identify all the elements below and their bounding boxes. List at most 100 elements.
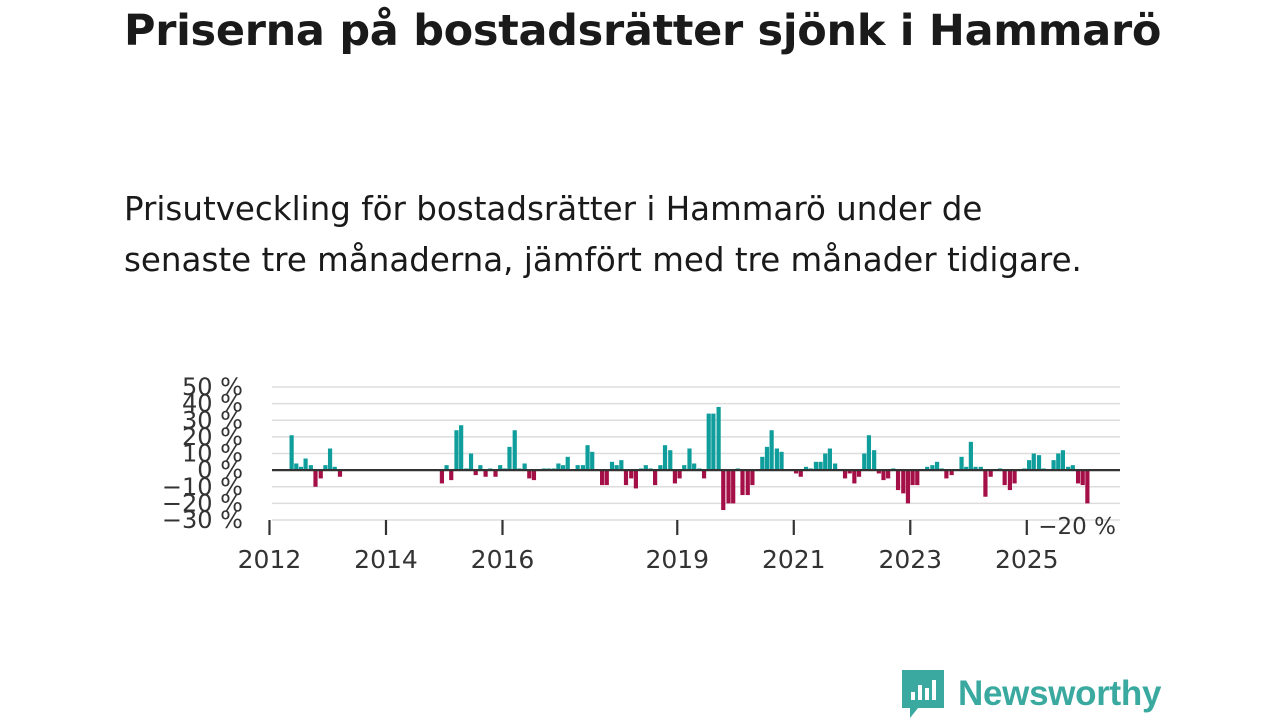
bar-positive (774, 448, 779, 471)
bar-positive (978, 466, 983, 471)
bar-positive (575, 465, 580, 471)
bar-positive (662, 445, 668, 471)
y-tick-label: 30 % (182, 406, 243, 434)
y-tick-label: 40 % (182, 390, 243, 418)
bar-negative (527, 470, 532, 479)
bar-negative (949, 470, 954, 476)
chart-title: Priserna på bostadsrätter sjönk i Hammar… (124, 6, 1162, 56)
bar-negative (672, 470, 678, 484)
bar-positive (769, 430, 774, 471)
bar-negative (653, 470, 658, 486)
bar-positive (609, 461, 615, 471)
bar-negative (1002, 470, 1007, 486)
y-tick-label: 0 % (197, 456, 243, 484)
x-tick-label: 2021 (762, 545, 826, 574)
bar-negative (886, 470, 891, 479)
bar-positive (468, 453, 474, 471)
bar-positive (619, 460, 624, 471)
bar-positive (565, 456, 570, 471)
bar-positive (1056, 453, 1061, 471)
bar-negative (726, 470, 731, 504)
bar-positive (711, 413, 716, 471)
bar-positive (973, 466, 978, 471)
bars (289, 406, 1090, 511)
bar-negative (750, 470, 755, 486)
bar-positive (522, 463, 527, 471)
chart-subtitle: Prisutveckling för bostadsrätter i Hamma… (124, 190, 1082, 279)
last-value-label: −20 % (1038, 514, 1116, 540)
bar-positive (925, 466, 930, 471)
bar-positive (289, 435, 294, 471)
bar-positive (1051, 460, 1056, 471)
bar-negative (623, 470, 629, 486)
bar-positive (303, 458, 308, 471)
y-tick-label: 10 % (182, 440, 243, 468)
bar-positive (556, 463, 561, 471)
bar-positive (498, 465, 503, 471)
bar-positive (682, 465, 687, 471)
x-tick-label: 2023 (878, 545, 942, 574)
bar-negative (881, 470, 886, 481)
bar-negative (604, 470, 609, 486)
bar-negative (1085, 470, 1090, 504)
bar-negative (905, 470, 911, 504)
bar-positive (959, 456, 964, 471)
x-tick-label: 2016 (471, 545, 535, 574)
newsworthy-logo-icon (902, 670, 944, 718)
bar-negative (910, 470, 915, 486)
bar-positive (454, 430, 459, 471)
bar-negative (988, 470, 993, 477)
bar-positive (833, 463, 838, 471)
bar-positive (294, 463, 299, 471)
x-tick-label: 2025 (995, 545, 1059, 574)
bar-negative (318, 470, 323, 479)
bar-negative (852, 470, 857, 484)
bar-negative (439, 470, 445, 484)
bar-negative (677, 470, 682, 479)
bar-positive (327, 448, 333, 471)
bar-negative (483, 470, 488, 477)
bar-positive (1066, 466, 1071, 471)
bar-positive (706, 413, 711, 471)
bar-negative (901, 470, 906, 494)
bar-positive (872, 450, 877, 471)
bar-negative (600, 470, 605, 486)
bar-negative (856, 470, 862, 477)
bar-positive (585, 445, 590, 471)
bar-positive (1027, 460, 1032, 471)
bar-negative (944, 470, 949, 479)
bar-negative (1012, 470, 1017, 484)
bar-negative (798, 470, 803, 477)
bar-negative (731, 470, 736, 504)
bar-positive (560, 465, 566, 471)
bar-negative (313, 470, 318, 487)
bar-negative (794, 470, 799, 474)
bar-positive (866, 435, 872, 471)
bar-positive (930, 465, 935, 471)
bar-negative (983, 470, 988, 497)
bar-positive (1070, 465, 1075, 471)
bar-positive (716, 406, 721, 471)
bar-negative (493, 470, 498, 477)
bar-positive (764, 446, 770, 471)
bar-negative (915, 470, 920, 486)
bar-negative (701, 470, 707, 479)
bar-negative (876, 470, 881, 474)
bar-negative (449, 470, 454, 481)
brand-logo: Newsworthy (902, 670, 1161, 718)
bar-positive (1036, 455, 1042, 471)
bar-positive (444, 465, 449, 471)
bar-negative (1075, 470, 1081, 484)
bar-positive (308, 465, 313, 471)
bar-positive (614, 465, 619, 471)
axes: 50 %40 %30 %20 %10 %0 %−10 %−20 %−30 %20… (162, 373, 1120, 574)
bar-negative (1007, 470, 1012, 491)
y-tick-label: −30 % (162, 506, 243, 534)
bar-positive (827, 448, 832, 471)
gridlines (272, 386, 1120, 521)
bar-positive (512, 430, 517, 471)
bar-positive (813, 461, 819, 471)
bar-positive (507, 446, 512, 471)
bar-positive (823, 453, 828, 471)
y-tick-label: 50 % (182, 373, 243, 401)
